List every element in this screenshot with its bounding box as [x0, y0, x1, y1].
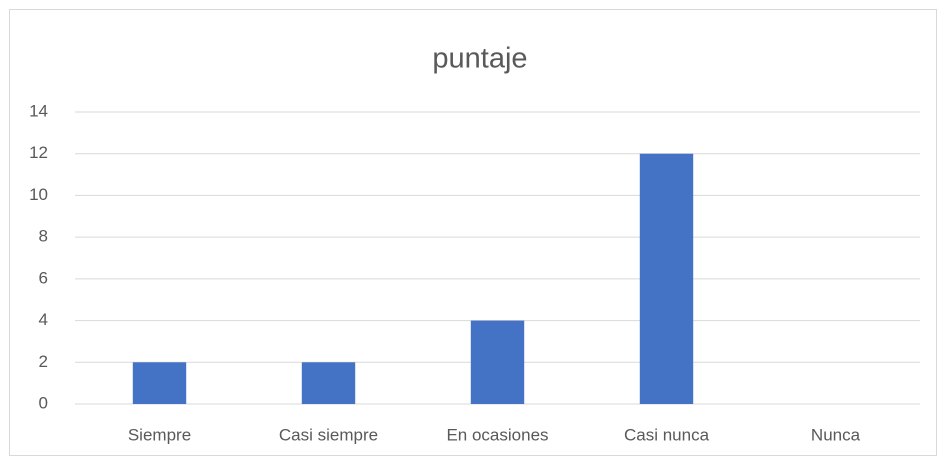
y-tick-label: 12 [29, 143, 48, 162]
y-tick-label: 10 [29, 185, 48, 204]
bar [132, 362, 187, 404]
x-tick-label: Casi siempre [279, 425, 378, 444]
y-tick-label: 6 [39, 268, 48, 287]
y-tick-label: 8 [39, 227, 48, 246]
x-tick-label: Siempre [128, 425, 191, 444]
x-tick-label: Nunca [811, 425, 861, 444]
chart-title: puntaje [432, 43, 527, 75]
y-tick-label: 4 [39, 310, 48, 329]
bar [639, 153, 694, 404]
x-tick-label: En ocasiones [446, 425, 548, 444]
y-tick-label: 14 [29, 101, 48, 120]
y-tick-label: 0 [39, 393, 48, 412]
bar [301, 362, 356, 404]
y-tick-label: 2 [39, 352, 48, 371]
bar [470, 320, 525, 404]
x-tick-label: Casi nunca [624, 425, 710, 444]
